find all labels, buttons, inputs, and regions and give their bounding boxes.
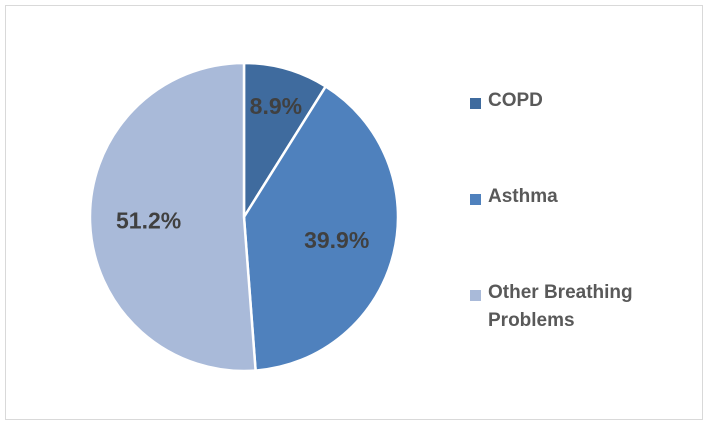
legend-item-asthma[interactable]: Asthma — [470, 186, 558, 211]
pie-slices — [88, 61, 400, 373]
legend-label-asthma-line1: Asthma — [488, 186, 558, 207]
data-label-copd: 8.9% — [250, 93, 302, 119]
legend-swatch-copd — [470, 98, 481, 109]
pie-slice-asthma[interactable] — [242, 85, 400, 372]
legend-item-copd[interactable]: COPD — [470, 90, 543, 115]
pie-slice-copd[interactable] — [242, 61, 327, 219]
legend-swatch-asthma — [470, 194, 481, 205]
legend-label-other-line2: Problems — [488, 310, 575, 331]
data-label-asthma: 39.9% — [304, 227, 369, 253]
legend-item-other[interactable]: Other Breathing Problems — [470, 282, 633, 335]
legend-label-copd-line1: COPD — [488, 90, 543, 111]
legend-label-other: Other Breathing Problems — [488, 279, 633, 335]
legend-label-asthma: Asthma — [488, 183, 558, 211]
pie-data-labels: 8.9% 39.9% 51.2% — [116, 93, 369, 253]
legend-label-other-line1: Other Breathing — [488, 282, 633, 303]
data-label-other-breathing-problems: 51.2% — [116, 208, 181, 234]
legend-label-copd: COPD — [488, 87, 543, 115]
legend-swatch-other — [470, 290, 481, 301]
pie-slice-other-breathing-problems[interactable] — [88, 61, 257, 373]
